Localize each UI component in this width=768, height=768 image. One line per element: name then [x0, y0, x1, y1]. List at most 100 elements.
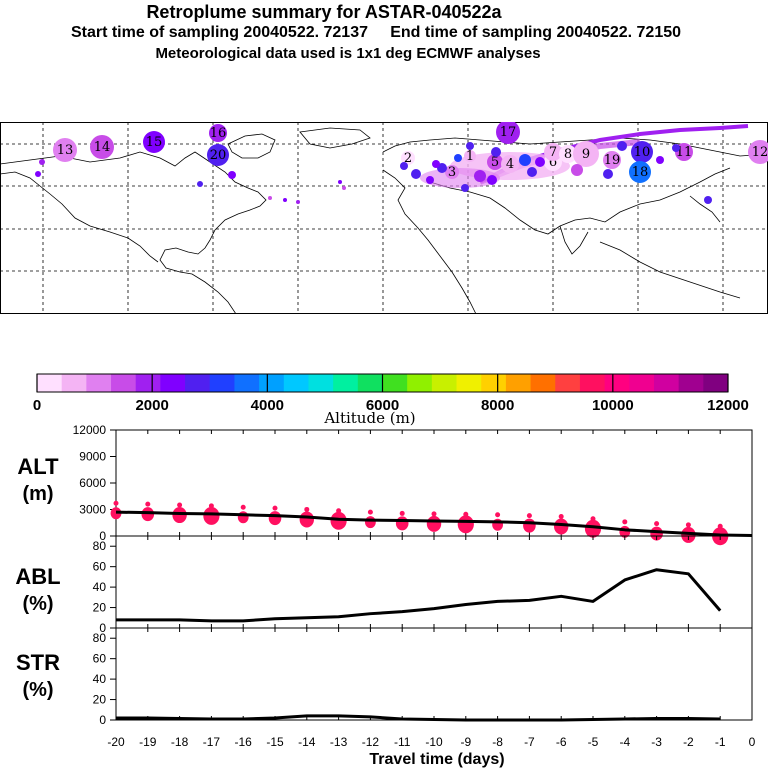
- colorbar-swatch: [407, 374, 433, 392]
- alt-marker: [622, 519, 628, 525]
- alt-marker: [145, 501, 151, 507]
- alt-ylabel-line1: ALT: [17, 454, 59, 479]
- y-tick-label: 9000: [79, 450, 106, 464]
- colorbar-swatch: [505, 374, 532, 392]
- alt-marker: [526, 513, 532, 519]
- y-tick-label: 60: [93, 652, 107, 666]
- alt-marker: [685, 522, 691, 528]
- cluster-20: [207, 144, 229, 166]
- abl-series-line: [116, 568, 722, 623]
- alt-marker: [172, 507, 187, 524]
- alt-marker: [426, 515, 442, 532]
- x-tick-label: 0: [749, 735, 756, 749]
- alt-marker: [554, 518, 569, 535]
- colorbar-swatch: [160, 374, 186, 392]
- plume-particle: [35, 171, 41, 177]
- alt-marker: [268, 511, 282, 526]
- x-tick-label: -10: [425, 735, 443, 749]
- colorbar-tick-label: 8000: [481, 397, 514, 414]
- plume-particle: [527, 167, 537, 177]
- plume-particle: [39, 159, 45, 165]
- y-tick-label: 3000: [79, 503, 106, 517]
- time-series-panels: 0 3000 6000 9000 12000 0 20 40 60 80 0 20 40 60 80 -…: [15, 423, 756, 768]
- colorbar-swatch: [629, 374, 655, 392]
- cluster-label-2: 2: [404, 151, 412, 166]
- plume-particle: [426, 176, 434, 184]
- colorbar-swatch: [703, 374, 729, 392]
- colorbar-swatch: [579, 374, 606, 392]
- cluster-label-12: 12: [752, 145, 768, 160]
- str-panel: 0 20 40 60 80: [93, 627, 753, 727]
- colorbar-swatch: [481, 374, 507, 392]
- y-tick-label: 60: [93, 560, 107, 574]
- alt-marker: [558, 514, 564, 520]
- colorbar-tick-label: 6000: [366, 397, 399, 414]
- x-tick-label: -19: [139, 735, 157, 749]
- sampling-time-subtitle: Start time of sampling 20040522. 72137 E…: [70, 24, 682, 41]
- cluster-label-19: 19: [604, 153, 621, 168]
- plume-particle: [454, 154, 462, 162]
- plume-particle: [535, 157, 545, 167]
- x-tick-label: -9: [460, 735, 471, 749]
- cluster-label-13: 13: [57, 143, 74, 158]
- x-tick-label: -12: [362, 735, 380, 749]
- alt-marker: [457, 515, 474, 534]
- colorbar-swatch: [555, 374, 581, 392]
- plume-particle: [342, 186, 346, 190]
- x-tick-label: -18: [171, 735, 189, 749]
- alt-panel: 0 3000 6000 9000 12000: [73, 423, 753, 546]
- cluster-label-10: 10: [634, 145, 651, 160]
- plume-particle: [432, 160, 440, 168]
- alt-marker: [523, 518, 536, 533]
- alt-marker: [299, 511, 314, 528]
- colorbar-swatch: [37, 374, 63, 392]
- x-tick-label: -13: [330, 735, 348, 749]
- alt-marker: [717, 523, 723, 529]
- x-tick-label: -2: [683, 735, 694, 749]
- str-ylabel-line2: (%): [22, 679, 53, 701]
- y-tick-label: 0: [99, 713, 106, 727]
- colorbar-swatch: [333, 374, 359, 392]
- y-tick-label: 0: [99, 621, 106, 635]
- colorbar-swatch: [234, 374, 260, 392]
- alt-marker: [203, 506, 220, 525]
- cluster-label-17: 17: [500, 125, 517, 140]
- cluster-17: [496, 122, 520, 144]
- y-tick-label: 80: [93, 539, 107, 553]
- cluster-label-20: 20: [210, 148, 227, 163]
- colorbar-swatch: [308, 374, 334, 392]
- cluster-5: [487, 154, 503, 170]
- plume-particle: [461, 184, 469, 192]
- plume-particle: [491, 147, 501, 157]
- plume-particle: [197, 181, 203, 187]
- colorbar-swatch: [604, 374, 630, 392]
- alt-marker: [240, 504, 246, 510]
- cluster-2: [401, 151, 415, 165]
- x-tick-label: -3: [651, 735, 662, 749]
- x-tick-label: -11: [394, 735, 411, 749]
- alt-marker: [177, 502, 183, 508]
- cluster-14: [90, 135, 114, 159]
- colorbar-swatch: [456, 374, 482, 392]
- colorbar-swatch: [678, 374, 704, 392]
- alt-marker: [431, 511, 437, 517]
- x-tick-label: -4: [619, 735, 630, 749]
- alt-marker: [463, 511, 469, 517]
- alt-marker: [113, 500, 119, 506]
- cluster-label-4: 4: [506, 157, 514, 172]
- x-tick-label: -15: [266, 735, 284, 749]
- colorbar-swatch: [111, 374, 137, 392]
- cluster-label-16: 16: [210, 126, 227, 141]
- alt-marker: [495, 512, 501, 518]
- colorbar-swatch: [382, 374, 408, 392]
- coastlines: [0, 127, 768, 314]
- alt-ylabel-line2: (m): [22, 483, 53, 505]
- cluster-9: [573, 141, 599, 167]
- plume-particle: [338, 180, 342, 184]
- y-tick-label: 20: [93, 693, 107, 707]
- cluster-label-9: 9: [582, 147, 590, 162]
- plume-particle: [474, 170, 486, 182]
- colorbar-tick-label: 2000: [135, 397, 168, 414]
